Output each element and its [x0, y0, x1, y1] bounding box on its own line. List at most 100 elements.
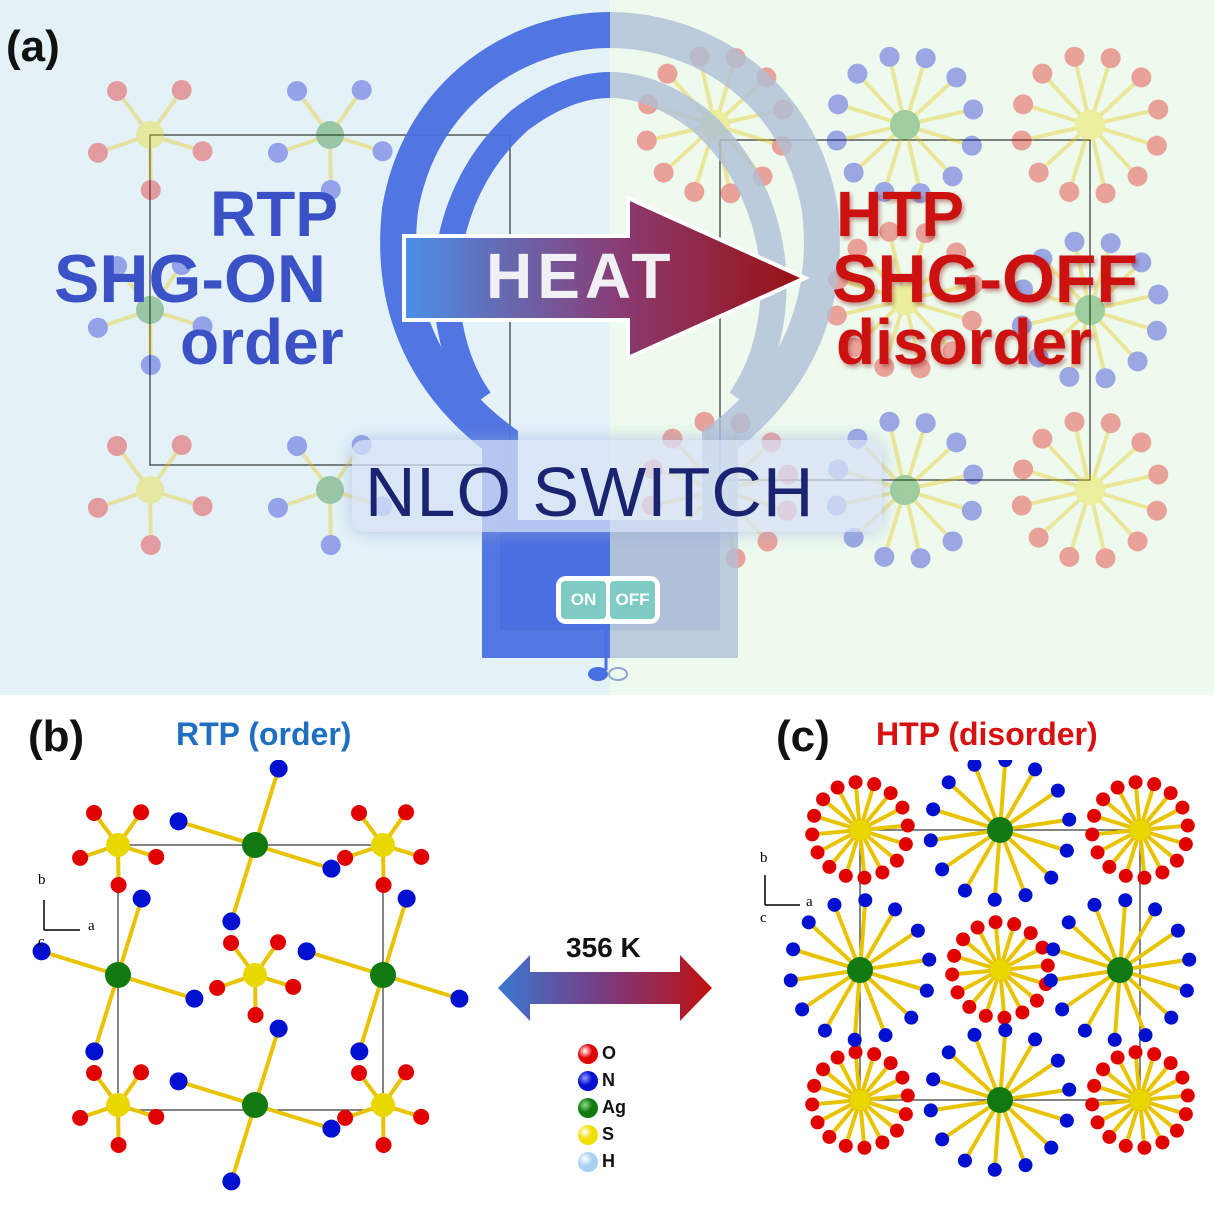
bond [115, 264, 152, 312]
atom [883, 1056, 898, 1071]
bond [852, 298, 907, 350]
shg-off-label: SHG-OFF [832, 241, 1138, 317]
molecule [169, 1019, 341, 1191]
atom [895, 1070, 910, 1085]
atom [243, 963, 267, 987]
bond [148, 309, 153, 366]
bond [382, 973, 461, 1001]
atom [883, 786, 898, 801]
bond [904, 107, 974, 127]
atom [1040, 958, 1055, 973]
atom [1146, 320, 1167, 341]
atom [817, 1023, 832, 1038]
atom [1085, 1097, 1100, 1112]
atom [879, 46, 900, 67]
molecule [826, 221, 984, 379]
switch-off: OFF [610, 581, 655, 619]
atom [269, 760, 288, 778]
atom [269, 1019, 288, 1038]
bond [904, 472, 974, 492]
on-off-switch: ON OFF [556, 576, 660, 624]
atom [105, 962, 131, 988]
atom [961, 135, 982, 156]
atom [1059, 546, 1080, 567]
atom [1087, 808, 1102, 823]
bond [149, 308, 204, 329]
atom [970, 920, 985, 935]
atom [888, 902, 903, 917]
atom [919, 983, 934, 998]
atom [1028, 162, 1049, 183]
atom [107, 80, 128, 101]
atom [371, 1093, 395, 1117]
heat-arrow-label: HEAT [486, 240, 676, 312]
bond [904, 298, 973, 323]
atom [192, 316, 213, 337]
atom [843, 162, 864, 183]
atom [350, 1042, 369, 1061]
atom [843, 337, 864, 358]
atom [1085, 827, 1100, 842]
atom-icon [578, 1043, 598, 1064]
bond [903, 124, 923, 194]
bond [903, 298, 955, 353]
atom [1015, 1005, 1030, 1020]
atom [87, 497, 108, 518]
atom [830, 1050, 845, 1065]
atom [1011, 315, 1032, 336]
bond [1089, 472, 1159, 492]
atom [1075, 475, 1105, 505]
atom [941, 1045, 956, 1060]
bond [148, 443, 184, 492]
molecule [923, 1023, 1077, 1177]
atom [858, 893, 873, 908]
bond [837, 277, 906, 302]
atom [148, 1108, 165, 1125]
atom [1096, 792, 1111, 807]
atom [1062, 812, 1077, 827]
atom [1100, 413, 1121, 434]
atom [942, 531, 963, 552]
atom [816, 1062, 831, 1077]
atom [133, 1064, 150, 1081]
molecule [87, 80, 213, 200]
bond [253, 767, 281, 846]
atom [826, 305, 847, 326]
atom [1179, 983, 1194, 998]
bond [148, 134, 153, 191]
atom [1131, 67, 1152, 88]
atom [915, 48, 936, 69]
rtp-label: RTP [210, 178, 338, 250]
bond [357, 974, 385, 1053]
molecule [826, 46, 984, 204]
atom [657, 63, 678, 84]
atom [900, 1088, 915, 1103]
atom [1118, 868, 1133, 883]
atom [810, 845, 825, 860]
atom [848, 775, 863, 790]
atom [875, 865, 890, 880]
atom [223, 934, 240, 951]
bond [903, 489, 923, 559]
atom [926, 1072, 941, 1087]
atom [850, 1090, 870, 1110]
bond [904, 123, 973, 148]
bond [97, 488, 151, 510]
atom [1046, 942, 1061, 957]
atom [1087, 897, 1102, 912]
bond [295, 89, 332, 137]
atom [847, 63, 868, 84]
atom [1090, 1115, 1105, 1130]
atom [946, 432, 967, 453]
atom [889, 853, 904, 868]
atom [85, 1042, 104, 1061]
atom [926, 802, 941, 817]
atom [372, 141, 393, 162]
bond [1088, 440, 1143, 492]
bond [887, 231, 907, 301]
bond [903, 57, 928, 126]
bond [1089, 123, 1158, 148]
atom [1148, 902, 1163, 917]
bond [1088, 488, 1140, 543]
bond [1088, 308, 1140, 363]
